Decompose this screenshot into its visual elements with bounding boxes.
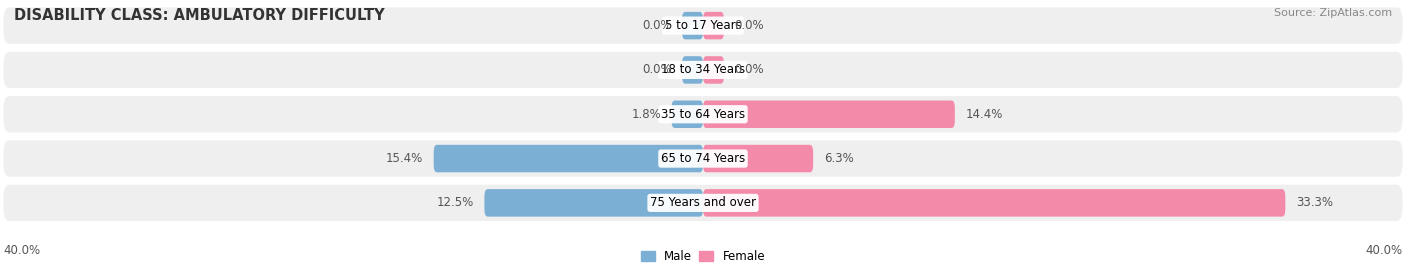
FancyBboxPatch shape: [703, 100, 955, 128]
FancyBboxPatch shape: [3, 52, 1403, 88]
Text: 40.0%: 40.0%: [1365, 244, 1403, 257]
Text: 40.0%: 40.0%: [3, 244, 41, 257]
Text: 75 Years and over: 75 Years and over: [650, 196, 756, 209]
Text: 0.0%: 0.0%: [643, 64, 672, 76]
FancyBboxPatch shape: [703, 12, 724, 39]
FancyBboxPatch shape: [682, 12, 703, 39]
Text: 33.3%: 33.3%: [1296, 196, 1333, 209]
FancyBboxPatch shape: [433, 145, 703, 172]
Text: 12.5%: 12.5%: [437, 196, 474, 209]
FancyBboxPatch shape: [3, 185, 1403, 221]
Text: 0.0%: 0.0%: [734, 64, 763, 76]
Text: 0.0%: 0.0%: [643, 19, 672, 32]
Text: Source: ZipAtlas.com: Source: ZipAtlas.com: [1274, 8, 1392, 18]
FancyBboxPatch shape: [672, 100, 703, 128]
Text: 5 to 17 Years: 5 to 17 Years: [665, 19, 741, 32]
FancyBboxPatch shape: [703, 145, 813, 172]
FancyBboxPatch shape: [703, 56, 724, 84]
Text: 1.8%: 1.8%: [631, 108, 661, 121]
Text: 35 to 64 Years: 35 to 64 Years: [661, 108, 745, 121]
FancyBboxPatch shape: [3, 96, 1403, 132]
FancyBboxPatch shape: [703, 189, 1285, 217]
Text: 15.4%: 15.4%: [385, 152, 423, 165]
Text: 6.3%: 6.3%: [824, 152, 853, 165]
FancyBboxPatch shape: [485, 189, 703, 217]
FancyBboxPatch shape: [682, 56, 703, 84]
Text: 0.0%: 0.0%: [734, 19, 763, 32]
Text: 65 to 74 Years: 65 to 74 Years: [661, 152, 745, 165]
FancyBboxPatch shape: [3, 140, 1403, 177]
Text: 18 to 34 Years: 18 to 34 Years: [661, 64, 745, 76]
FancyBboxPatch shape: [3, 8, 1403, 44]
Text: 14.4%: 14.4%: [966, 108, 1002, 121]
Text: DISABILITY CLASS: AMBULATORY DIFFICULTY: DISABILITY CLASS: AMBULATORY DIFFICULTY: [14, 8, 385, 23]
Legend: Male, Female: Male, Female: [636, 245, 770, 268]
